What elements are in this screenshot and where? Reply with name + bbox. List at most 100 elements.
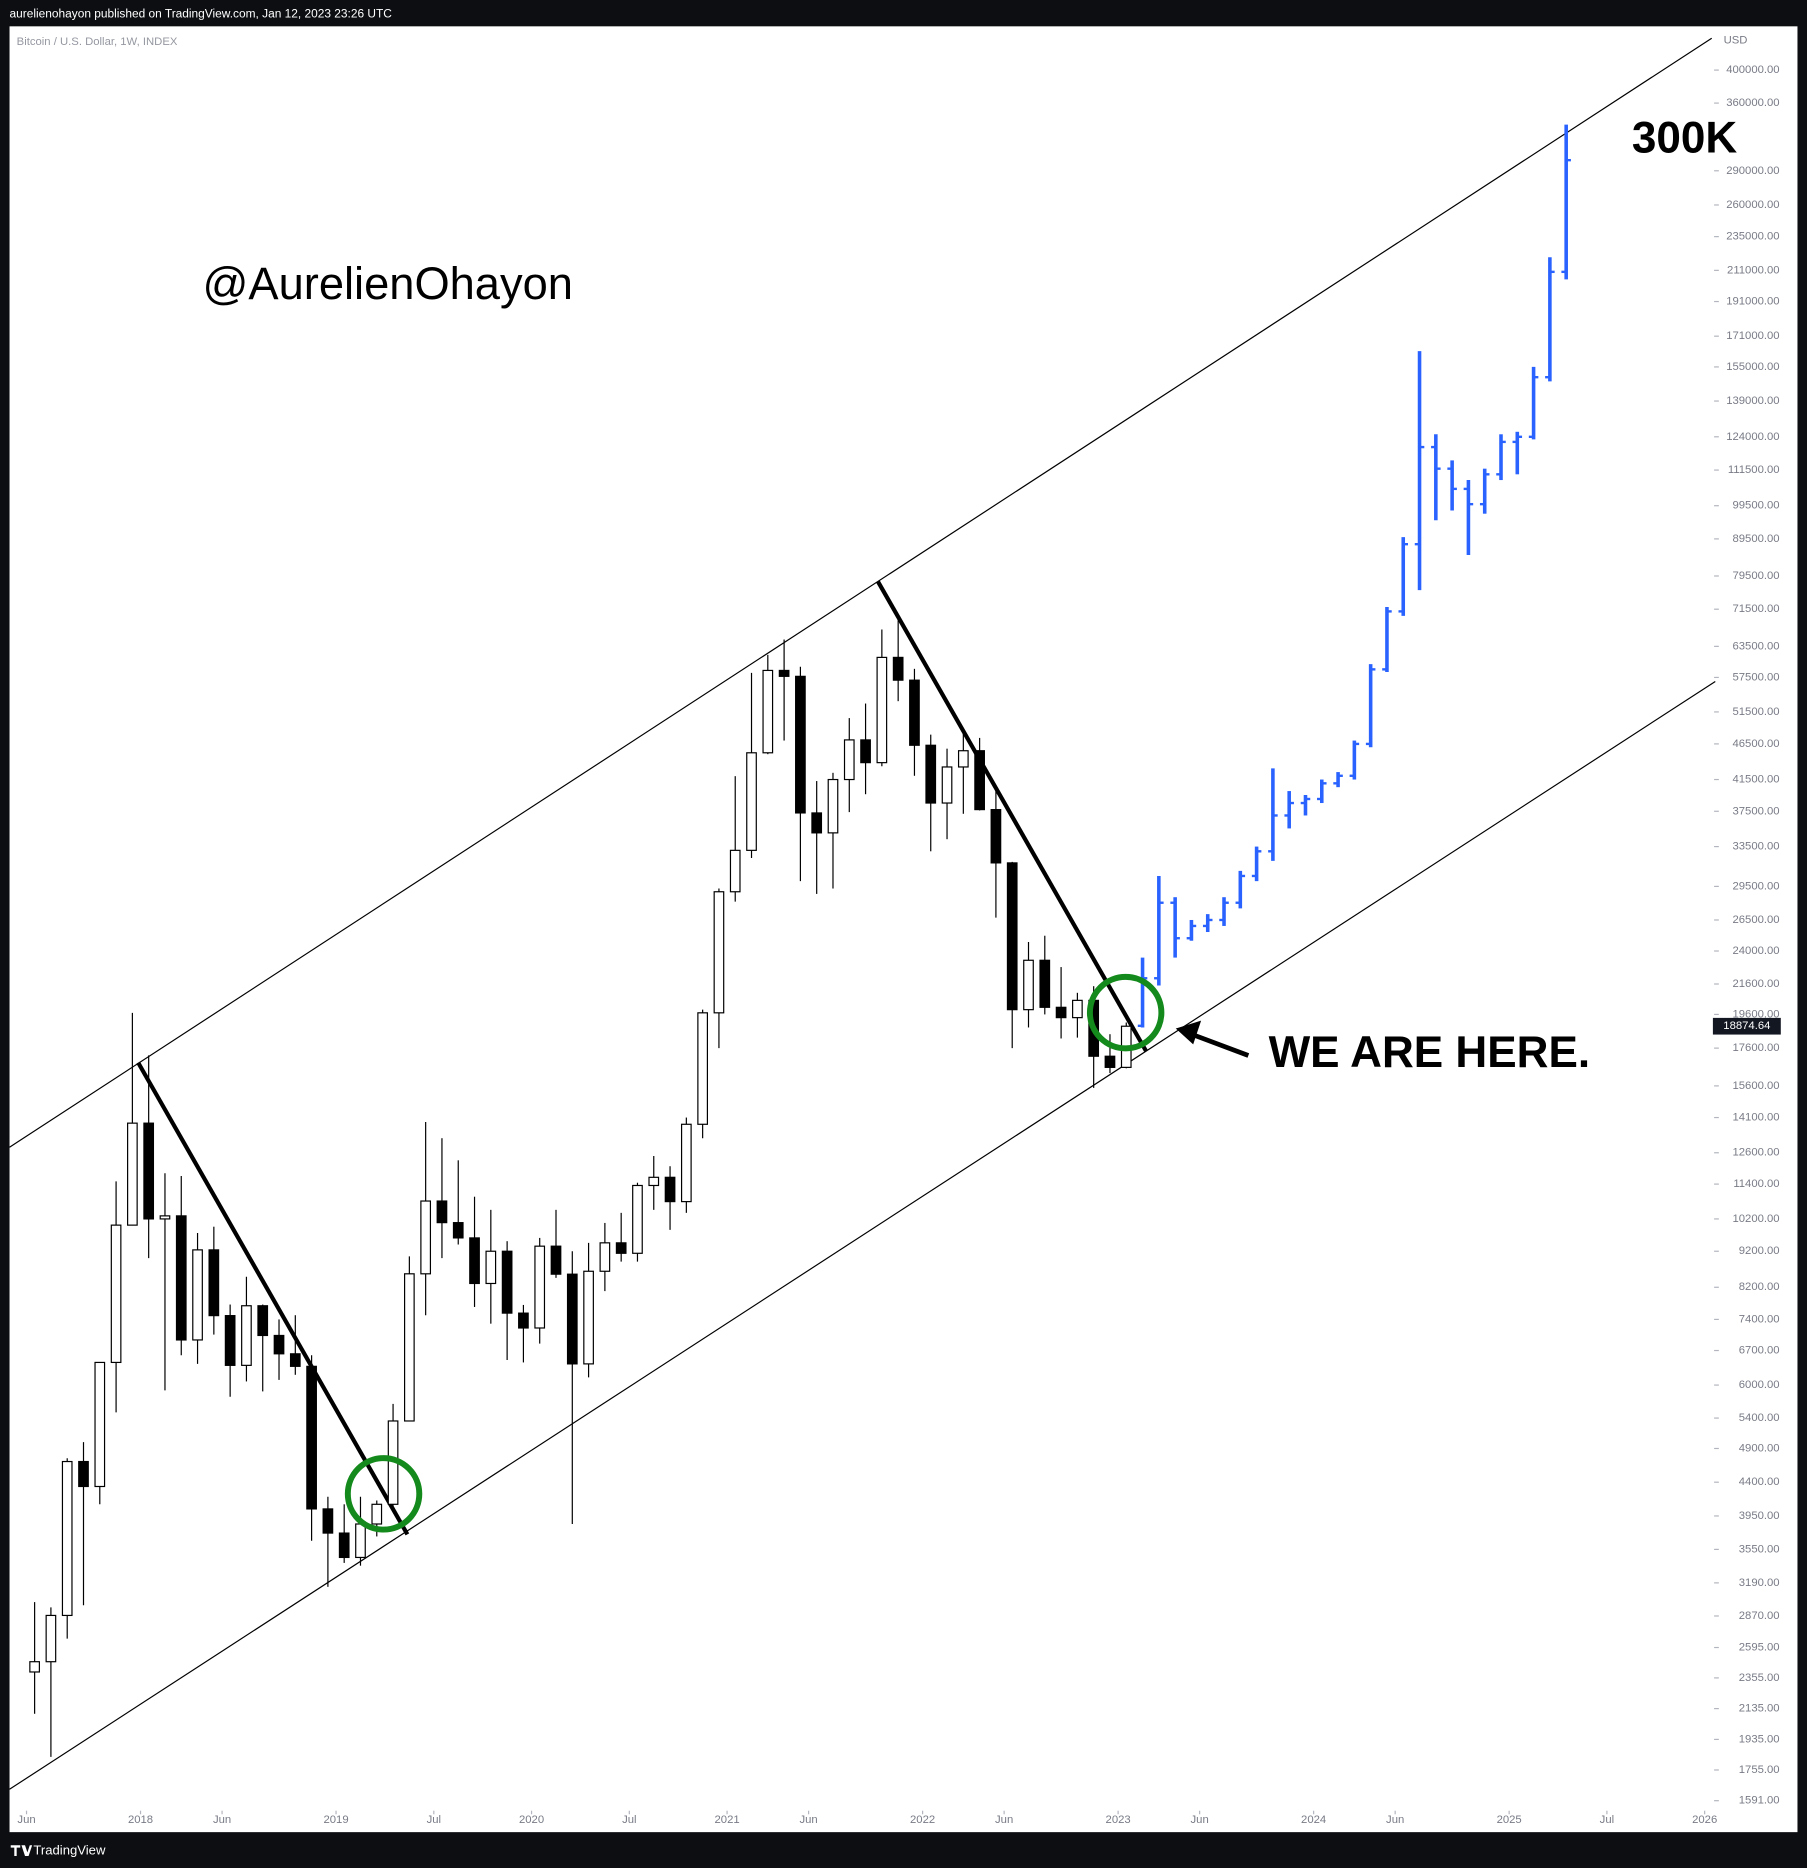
x-tick-label: Jun (213, 1814, 231, 1826)
y-tick-label: 79500.00 (1732, 570, 1779, 582)
upper-channel (9, 37, 1713, 1148)
x-tick-label: 2024 (1301, 1814, 1326, 1826)
arrow-shaft (1190, 1031, 1250, 1058)
y-tick-label: 2595.00 (1739, 1642, 1780, 1654)
plot-background (9, 26, 1798, 1833)
y-tick-label: 3550.00 (1739, 1543, 1780, 1555)
candle-body (615, 1242, 627, 1254)
y-tick-label: 46500.00 (1732, 738, 1779, 750)
x-tick-label: Jun (17, 1814, 35, 1826)
y-tick-label: 57500.00 (1732, 671, 1779, 683)
x-tick-label: Jul (427, 1814, 441, 1826)
y-tick-label: 290000.00 (1726, 165, 1779, 177)
y-tick-label: 360000.00 (1726, 97, 1779, 109)
y-tick-label: 41500.00 (1732, 774, 1779, 786)
candle-body (192, 1249, 203, 1341)
y-tick-label: 51500.00 (1732, 706, 1779, 718)
candle-body (778, 669, 790, 677)
breakout-circle (344, 1455, 423, 1533)
candle-body (485, 1250, 497, 1285)
candle-body (208, 1249, 220, 1317)
y-tick-label: 124000.00 (1726, 431, 1779, 443)
y-tick-label: 2135.00 (1739, 1703, 1780, 1715)
candle-body (61, 1460, 73, 1617)
candle-body (1023, 959, 1034, 1011)
y-tick-label: 2870.00 (1739, 1610, 1780, 1622)
candle-body (159, 1215, 171, 1220)
y-tick-label: 111500.00 (1728, 464, 1780, 476)
candle-body (469, 1237, 480, 1285)
y-tick-label: 71500.00 (1732, 603, 1779, 615)
x-tick-label: 2022 (910, 1814, 935, 1826)
candle-body (371, 1503, 383, 1525)
candle-body (127, 1122, 138, 1226)
arrow-head (1175, 1020, 1202, 1045)
candle-body (909, 679, 920, 746)
y-tick-label: 10200.00 (1732, 1213, 1779, 1225)
candle-body (355, 1523, 366, 1559)
candle-body (241, 1305, 252, 1366)
x-tick-label: Jun (1191, 1814, 1209, 1826)
candle-body (827, 778, 839, 834)
y-tick-label: 6000.00 (1739, 1379, 1780, 1391)
x-tick-label: 2020 (519, 1814, 544, 1826)
candles (29, 124, 1571, 1757)
x-tick-label: 2019 (323, 1814, 348, 1826)
y-tick-label: 14100.00 (1732, 1112, 1779, 1124)
candle-body (843, 739, 855, 781)
candle-body (811, 812, 823, 834)
candle-body (583, 1270, 594, 1365)
y-tick-label: 400000.00 (1726, 64, 1779, 76)
candle-body (713, 891, 725, 1014)
brand: TradingView (33, 1843, 106, 1858)
candle-body (257, 1305, 269, 1337)
candle-body (1006, 862, 1018, 1011)
candle-body (224, 1315, 236, 1366)
symbol: Bitcoin / U.S. Dollar, 1W, INDEX (17, 36, 178, 48)
candle-body (746, 752, 757, 851)
candle-body (1104, 1055, 1116, 1068)
y-tick-label: 4400.00 (1739, 1476, 1780, 1488)
price-label-bg (1712, 1017, 1781, 1035)
candle-body (648, 1176, 660, 1187)
y-tick-label: 1755.00 (1739, 1764, 1780, 1776)
brand-logo (10, 1845, 33, 1856)
handle: @AurelienOhayon (202, 258, 572, 309)
x-tick-label: Jul (1600, 1814, 1614, 1826)
candle-body (1072, 999, 1083, 1019)
candle-body (78, 1460, 89, 1488)
x-tick-label: 2021 (715, 1814, 740, 1826)
candle-body (697, 1012, 708, 1125)
publisher: aurelienohayon published on TradingView.… (10, 7, 393, 21)
candle-body (110, 1224, 122, 1364)
candle-body (990, 809, 1002, 864)
candle-body (518, 1312, 529, 1329)
candle-body (452, 1222, 464, 1239)
candle-body (436, 1200, 448, 1224)
candle-body (664, 1176, 676, 1203)
price-label: 18874.64 (1723, 1020, 1770, 1032)
candle-body (957, 750, 969, 768)
candle-body (550, 1245, 562, 1275)
x-tick-label: Jun (800, 1814, 818, 1826)
y-tick-label: 3950.00 (1739, 1510, 1780, 1522)
target-label: 300K (1632, 113, 1738, 162)
candle-body (501, 1250, 513, 1314)
y-tick-label: 2355.00 (1739, 1672, 1780, 1684)
y-tick-label: 99500.00 (1732, 500, 1779, 512)
y-tick-label: 21600.00 (1732, 978, 1779, 990)
lower-channel (9, 680, 1716, 1790)
candle-body (599, 1242, 611, 1272)
y-tick-label: 3190.00 (1739, 1577, 1780, 1589)
candle-body (1039, 959, 1051, 1008)
y-tick-label: 1935.00 (1739, 1733, 1780, 1745)
candle-body (729, 849, 741, 893)
candle-body (534, 1245, 546, 1329)
y-tick-label: 139000.00 (1726, 395, 1779, 407)
current-label: WE ARE HERE. (1269, 1028, 1591, 1077)
y-axis-label: USD (1724, 35, 1748, 47)
y-tick-label: 211000.00 (1727, 264, 1780, 276)
x-tick-label: Jul (622, 1814, 636, 1826)
